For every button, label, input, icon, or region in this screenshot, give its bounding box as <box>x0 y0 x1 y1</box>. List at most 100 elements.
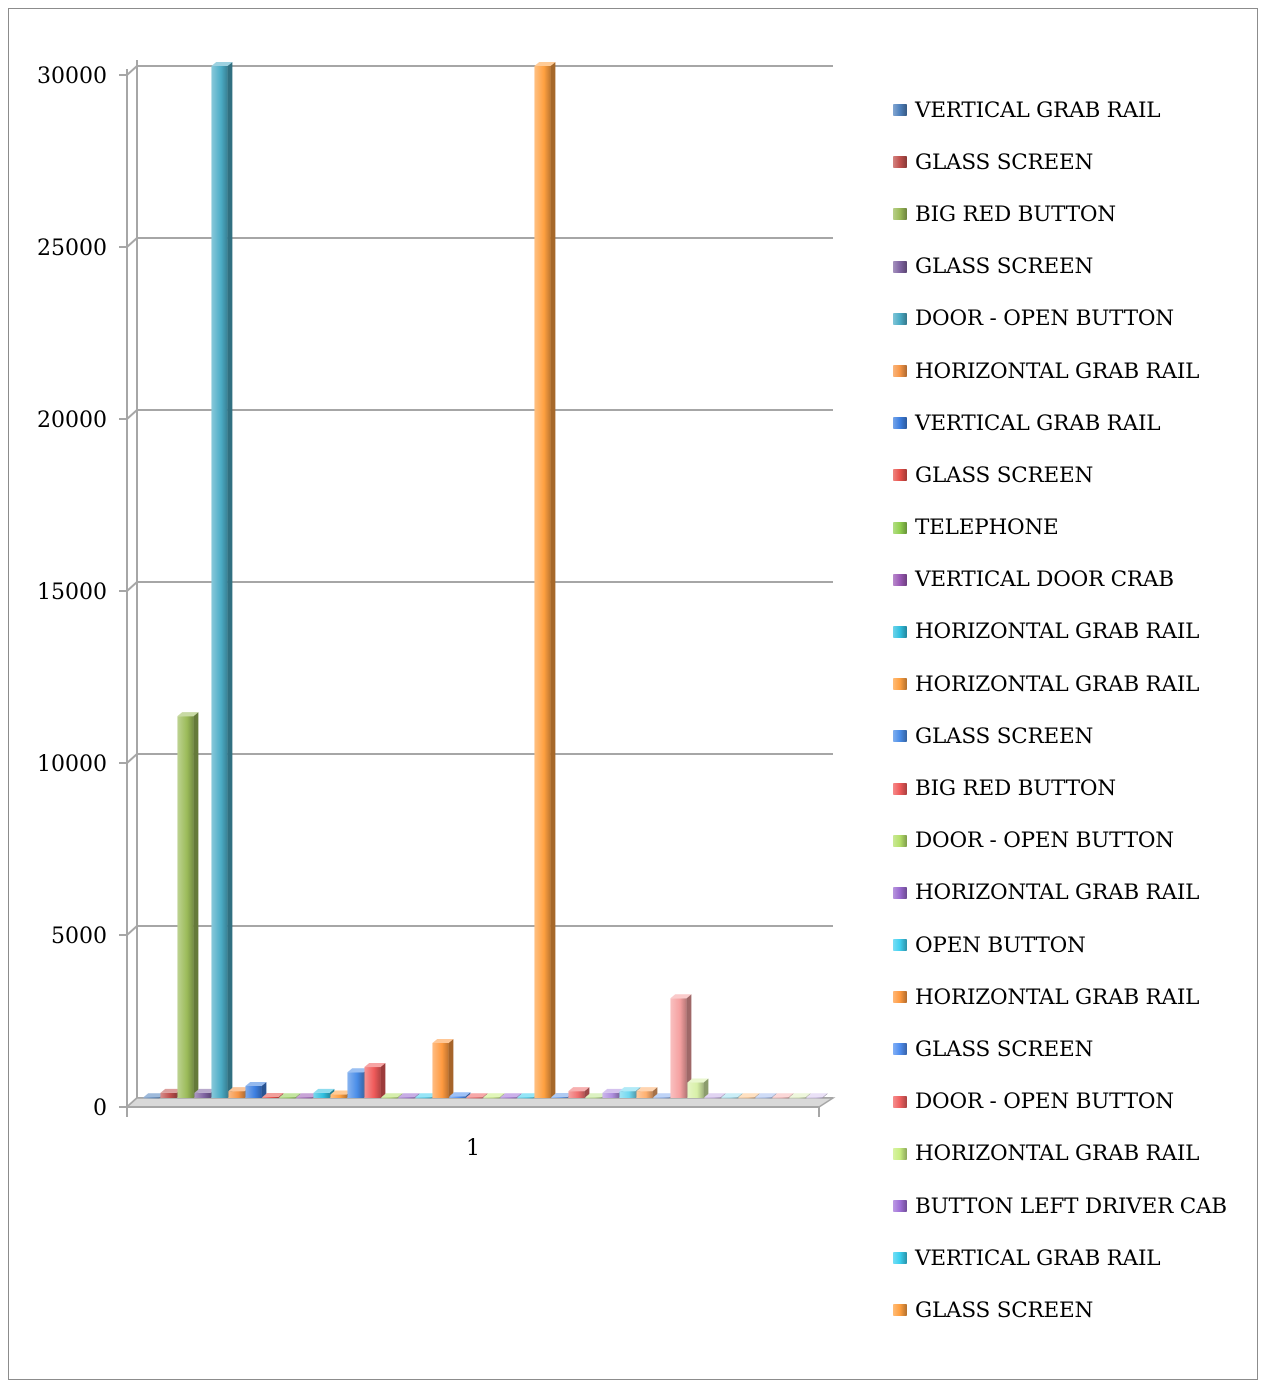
y-tick-label: 10000 <box>37 752 107 777</box>
bar-top <box>568 1087 590 1092</box>
legend-swatch <box>893 834 907 847</box>
bar-top <box>313 1088 335 1093</box>
legend-item: OPEN BUTTON <box>893 919 1253 971</box>
legend-swatch <box>893 730 907 743</box>
legend-swatch <box>893 469 907 482</box>
bar-front <box>585 1097 602 1099</box>
legend-item: HORIZONTAL GRAB RAIL <box>893 971 1253 1023</box>
bar-side <box>295 1093 301 1098</box>
bar-front <box>568 1091 585 1098</box>
legend-item: GLASS SCREEN <box>893 1023 1253 1075</box>
bar-side <box>380 1063 386 1098</box>
bar-front <box>279 1097 296 1099</box>
bar-top <box>262 1092 284 1097</box>
bar-top <box>670 994 692 999</box>
gridline-depth <box>126 65 138 76</box>
bar-top <box>585 1093 607 1098</box>
bar <box>262 1092 284 1098</box>
y-tick-label: 0 <box>93 1096 107 1121</box>
bar-top <box>517 1093 539 1098</box>
legend-item: VERTICAL GRAB RAIL <box>893 1232 1253 1284</box>
bar-front <box>602 1092 619 1098</box>
legend-item: TELEPHONE <box>893 502 1253 554</box>
bar-side <box>482 1093 488 1098</box>
bar <box>721 1093 743 1099</box>
bar-top <box>534 62 556 66</box>
legend-swatch <box>893 208 907 221</box>
bar <box>534 62 556 1098</box>
bar-top <box>194 1088 216 1093</box>
bar <box>636 1087 658 1098</box>
bar <box>738 1093 760 1099</box>
bar-top <box>330 1090 352 1095</box>
bar-top <box>636 1087 658 1092</box>
bar-front <box>636 1091 653 1098</box>
gridline-depth <box>126 581 138 592</box>
bar-front <box>415 1097 432 1099</box>
bar-side <box>499 1093 505 1098</box>
legend-item: GLASS SCREEN <box>893 241 1253 293</box>
bar-front <box>653 1097 670 1099</box>
bar-front <box>160 1092 177 1098</box>
legend-item: BIG RED BUTTON <box>893 762 1253 814</box>
bar-front <box>398 1097 415 1099</box>
bar <box>789 1093 811 1099</box>
bar-side <box>686 994 692 1098</box>
bar-top <box>653 1093 675 1098</box>
legend-label: DOOR - OPEN BUTTON <box>915 1089 1174 1115</box>
legend-item: GLASS SCREEN <box>893 710 1253 762</box>
chart-frame <box>8 8 1258 1380</box>
legend-label: GLASS SCREEN <box>915 1036 1094 1062</box>
legend-label: HORIZONTAL GRAB RAIL <box>915 880 1200 906</box>
legend-item: VERTICAL GRAB RAIL <box>893 397 1253 449</box>
bar-top <box>228 1087 250 1092</box>
bar-front <box>313 1092 330 1098</box>
bar-top <box>738 1093 760 1098</box>
bar-front <box>500 1097 517 1099</box>
legend-label: BUTTON LEFT DRIVER CAB <box>915 1193 1227 1219</box>
legend-swatch <box>893 573 907 586</box>
gridlines <box>125 60 836 1108</box>
bar-front <box>806 1097 823 1099</box>
bar-side <box>822 1093 828 1098</box>
legend-item: BUTTON LEFT DRIVER CAB <box>893 1180 1253 1232</box>
bar-side <box>805 1093 811 1098</box>
legend-swatch <box>893 1200 907 1213</box>
bar-top <box>415 1093 437 1098</box>
bar-side <box>771 1093 777 1098</box>
bar-front <box>755 1097 772 1099</box>
bar-side <box>397 1093 403 1098</box>
bar-top <box>466 1093 488 1098</box>
legend-swatch <box>893 1147 907 1160</box>
bar-front <box>738 1097 755 1099</box>
bar-front <box>551 1096 568 1098</box>
bar-front <box>432 1042 449 1098</box>
legend-swatch <box>893 260 907 273</box>
bar-top <box>279 1093 301 1098</box>
y-axis: 0 5000 10000 15000 20000 25000 30000 <box>37 64 127 1121</box>
bar-side <box>516 1093 522 1098</box>
legend-label: HORIZONTAL GRAB RAIL <box>915 1141 1200 1167</box>
bar-top <box>381 1093 403 1098</box>
legend-swatch <box>893 104 907 117</box>
bar <box>211 62 233 1098</box>
bar <box>279 1093 301 1099</box>
legend-swatch <box>893 1095 907 1108</box>
bar <box>177 712 199 1098</box>
legend-label: VERTICAL GRAB RAIL <box>915 410 1161 436</box>
y-tick-label: 5000 <box>51 924 107 949</box>
bar-top <box>687 1078 709 1083</box>
legend-swatch <box>893 312 907 325</box>
legend-item: VERTICAL GRAB RAIL <box>893 84 1253 136</box>
gridline-depth <box>126 925 138 936</box>
bar-top <box>347 1068 369 1073</box>
bar-front <box>296 1097 313 1099</box>
bar-top <box>296 1093 318 1098</box>
legend-item: VERTICAL DOOR CRAB <box>893 554 1253 606</box>
legend-item: HORIZONTAL GRAB RAIL <box>893 345 1253 397</box>
bar-side <box>652 1087 658 1098</box>
gridline-depth <box>126 409 138 420</box>
y-tick-label: 20000 <box>37 408 107 433</box>
bar-front <box>245 1085 262 1098</box>
